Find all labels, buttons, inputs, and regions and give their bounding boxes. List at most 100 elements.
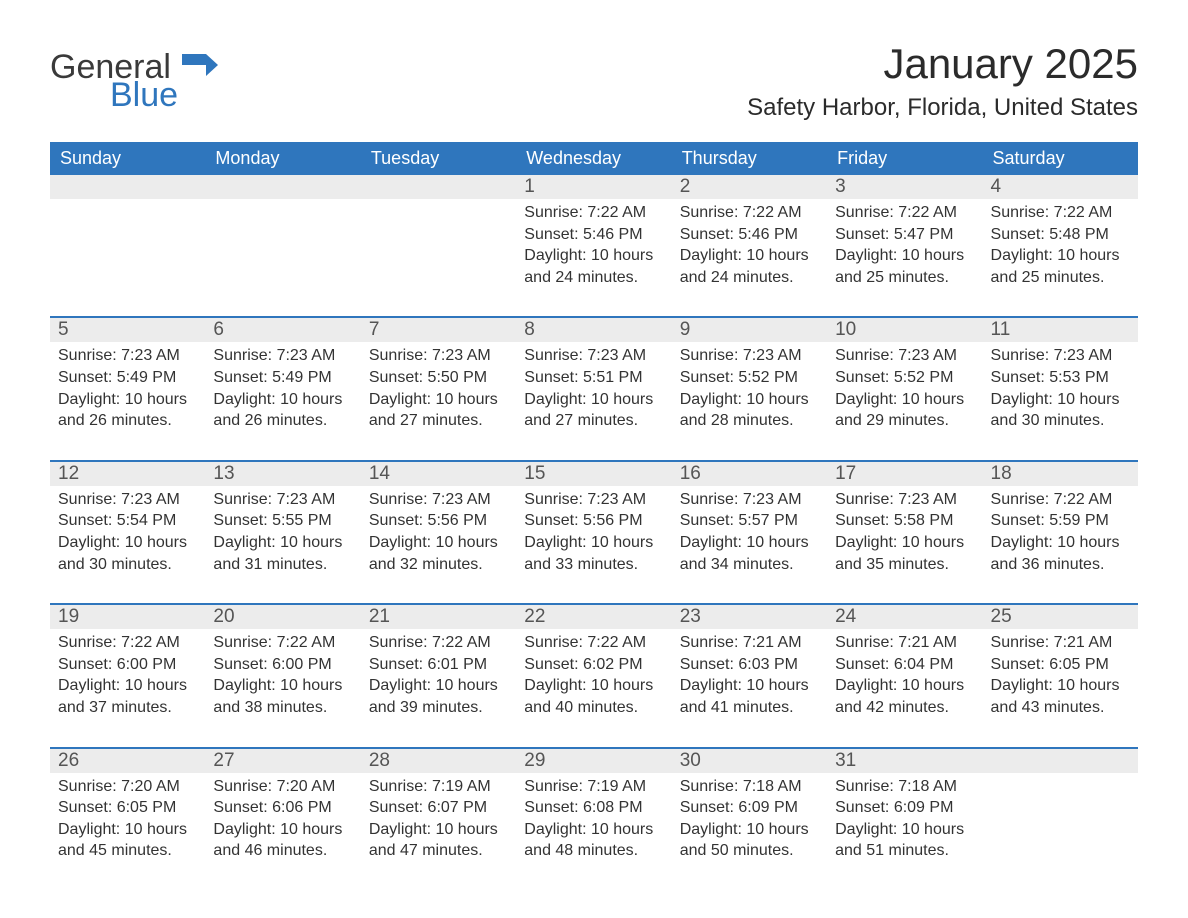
day-number-cell xyxy=(361,175,516,199)
sunset-line: Sunset: 5:56 PM xyxy=(524,510,663,532)
daylight-line: Daylight: 10 hours and 45 minutes. xyxy=(58,819,197,862)
sunrise-line: Sunrise: 7:23 AM xyxy=(524,345,663,367)
day-content-cell: Sunrise: 7:22 AMSunset: 6:00 PMDaylight:… xyxy=(50,629,205,747)
daylight-line: Daylight: 10 hours and 39 minutes. xyxy=(369,675,508,718)
day-number-cell: 13 xyxy=(205,462,360,486)
day-header: Monday xyxy=(205,142,360,175)
sunset-line: Sunset: 5:47 PM xyxy=(835,224,974,246)
day-number-row: 567891011 xyxy=(50,318,1138,342)
day-number-cell: 5 xyxy=(50,318,205,342)
sunrise-line: Sunrise: 7:23 AM xyxy=(680,345,819,367)
day-number-cell: 21 xyxy=(361,605,516,629)
day-content-cell xyxy=(361,199,516,317)
daylight-line: Daylight: 10 hours and 27 minutes. xyxy=(524,389,663,432)
sunrise-line: Sunrise: 7:19 AM xyxy=(369,776,508,798)
day-number-cell: 10 xyxy=(827,318,982,342)
daylight-line: Daylight: 10 hours and 42 minutes. xyxy=(835,675,974,718)
sunrise-line: Sunrise: 7:22 AM xyxy=(58,632,197,654)
daylight-line: Daylight: 10 hours and 33 minutes. xyxy=(524,532,663,575)
sunrise-line: Sunrise: 7:19 AM xyxy=(524,776,663,798)
sunrise-line: Sunrise: 7:21 AM xyxy=(991,632,1130,654)
daylight-line: Daylight: 10 hours and 31 minutes. xyxy=(213,532,352,575)
sunset-line: Sunset: 6:00 PM xyxy=(213,654,352,676)
daylight-line: Daylight: 10 hours and 25 minutes. xyxy=(991,245,1130,288)
day-number-cell: 11 xyxy=(983,318,1138,342)
daylight-line: Daylight: 10 hours and 30 minutes. xyxy=(58,532,197,575)
page-title: January 2025 xyxy=(747,40,1138,88)
sunset-line: Sunset: 5:50 PM xyxy=(369,367,508,389)
sunrise-line: Sunrise: 7:22 AM xyxy=(835,202,974,224)
day-number-cell: 4 xyxy=(983,175,1138,199)
day-content-row: Sunrise: 7:20 AMSunset: 6:05 PMDaylight:… xyxy=(50,773,1138,866)
sunset-line: Sunset: 6:04 PM xyxy=(835,654,974,676)
day-content-cell xyxy=(205,199,360,317)
day-content-cell: Sunrise: 7:22 AMSunset: 5:46 PMDaylight:… xyxy=(672,199,827,317)
day-content-cell: Sunrise: 7:23 AMSunset: 5:54 PMDaylight:… xyxy=(50,486,205,604)
sunset-line: Sunset: 6:07 PM xyxy=(369,797,508,819)
day-number-cell: 1 xyxy=(516,175,671,199)
daylight-line: Daylight: 10 hours and 38 minutes. xyxy=(213,675,352,718)
daylight-line: Daylight: 10 hours and 48 minutes. xyxy=(524,819,663,862)
sunrise-line: Sunrise: 7:22 AM xyxy=(524,632,663,654)
flag-icon xyxy=(182,54,218,76)
day-content-row: Sunrise: 7:22 AMSunset: 6:00 PMDaylight:… xyxy=(50,629,1138,747)
sunset-line: Sunset: 5:52 PM xyxy=(835,367,974,389)
sunrise-line: Sunrise: 7:18 AM xyxy=(680,776,819,798)
sunrise-line: Sunrise: 7:21 AM xyxy=(835,632,974,654)
brand-logo: General Blue xyxy=(50,40,218,112)
day-content-cell: Sunrise: 7:23 AMSunset: 5:52 PMDaylight:… xyxy=(672,342,827,460)
sunset-line: Sunset: 6:01 PM xyxy=(369,654,508,676)
sunrise-line: Sunrise: 7:23 AM xyxy=(213,489,352,511)
daylight-line: Daylight: 10 hours and 41 minutes. xyxy=(680,675,819,718)
day-content-row: Sunrise: 7:23 AMSunset: 5:54 PMDaylight:… xyxy=(50,486,1138,604)
page-header: General Blue January 2025 Safety Harbor,… xyxy=(50,40,1138,136)
brand-text-block: General Blue xyxy=(50,50,178,112)
daylight-line: Daylight: 10 hours and 29 minutes. xyxy=(835,389,974,432)
sunset-line: Sunset: 5:52 PM xyxy=(680,367,819,389)
day-number-cell: 19 xyxy=(50,605,205,629)
sunrise-line: Sunrise: 7:23 AM xyxy=(58,345,197,367)
day-content-cell xyxy=(50,199,205,317)
sunrise-line: Sunrise: 7:23 AM xyxy=(369,489,508,511)
sunset-line: Sunset: 5:48 PM xyxy=(991,224,1130,246)
day-number-row: 12131415161718 xyxy=(50,462,1138,486)
daylight-line: Daylight: 10 hours and 46 minutes. xyxy=(213,819,352,862)
sunrise-line: Sunrise: 7:21 AM xyxy=(680,632,819,654)
calendar-page: General Blue January 2025 Safety Harbor,… xyxy=(0,0,1188,916)
day-number-row: 262728293031 xyxy=(50,749,1138,773)
sunset-line: Sunset: 5:59 PM xyxy=(991,510,1130,532)
day-number-cell: 16 xyxy=(672,462,827,486)
daylight-line: Daylight: 10 hours and 47 minutes. xyxy=(369,819,508,862)
day-content-cell: Sunrise: 7:18 AMSunset: 6:09 PMDaylight:… xyxy=(827,773,982,866)
page-subtitle: Safety Harbor, Florida, United States xyxy=(747,94,1138,122)
daylight-line: Daylight: 10 hours and 35 minutes. xyxy=(835,532,974,575)
day-content-cell: Sunrise: 7:21 AMSunset: 6:03 PMDaylight:… xyxy=(672,629,827,747)
day-content-row: Sunrise: 7:23 AMSunset: 5:49 PMDaylight:… xyxy=(50,342,1138,460)
sunset-line: Sunset: 6:00 PM xyxy=(58,654,197,676)
day-content-cell: Sunrise: 7:23 AMSunset: 5:57 PMDaylight:… xyxy=(672,486,827,604)
day-number-cell xyxy=(50,175,205,199)
day-content-cell: Sunrise: 7:23 AMSunset: 5:55 PMDaylight:… xyxy=(205,486,360,604)
sunrise-line: Sunrise: 7:20 AM xyxy=(58,776,197,798)
day-content-cell xyxy=(983,773,1138,866)
day-number-cell: 17 xyxy=(827,462,982,486)
sunset-line: Sunset: 6:09 PM xyxy=(680,797,819,819)
day-number-row: 19202122232425 xyxy=(50,605,1138,629)
sunrise-line: Sunrise: 7:23 AM xyxy=(524,489,663,511)
daylight-line: Daylight: 10 hours and 26 minutes. xyxy=(213,389,352,432)
day-number-cell: 15 xyxy=(516,462,671,486)
day-number-cell: 2 xyxy=(672,175,827,199)
sunrise-line: Sunrise: 7:23 AM xyxy=(991,345,1130,367)
day-number-cell: 8 xyxy=(516,318,671,342)
sunrise-line: Sunrise: 7:22 AM xyxy=(213,632,352,654)
sunrise-line: Sunrise: 7:20 AM xyxy=(213,776,352,798)
day-content-cell: Sunrise: 7:23 AMSunset: 5:53 PMDaylight:… xyxy=(983,342,1138,460)
sunrise-line: Sunrise: 7:23 AM xyxy=(58,489,197,511)
day-content-cell: Sunrise: 7:22 AMSunset: 6:02 PMDaylight:… xyxy=(516,629,671,747)
day-number-cell: 3 xyxy=(827,175,982,199)
daylight-line: Daylight: 10 hours and 27 minutes. xyxy=(369,389,508,432)
daylight-line: Daylight: 10 hours and 24 minutes. xyxy=(524,245,663,288)
day-content-cell: Sunrise: 7:23 AMSunset: 5:49 PMDaylight:… xyxy=(205,342,360,460)
sunset-line: Sunset: 6:05 PM xyxy=(991,654,1130,676)
daylight-line: Daylight: 10 hours and 34 minutes. xyxy=(680,532,819,575)
